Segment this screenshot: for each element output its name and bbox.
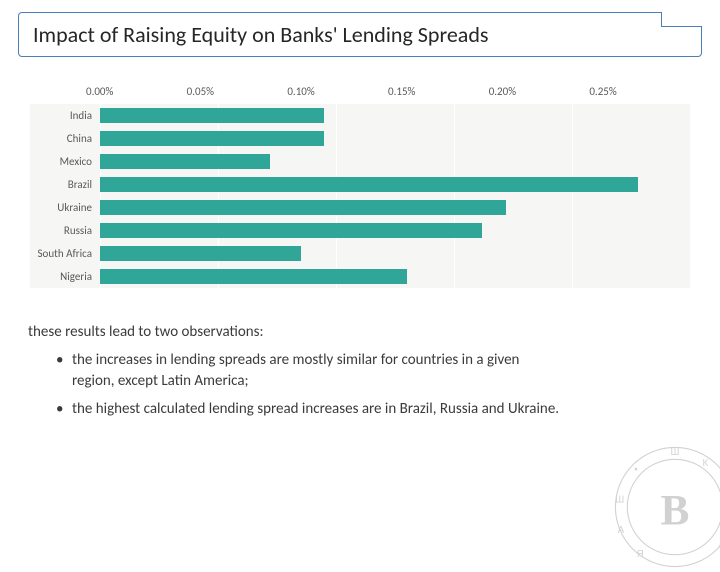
bar-track	[100, 177, 690, 192]
x-axis: 0.00%0.05%0.10%0.15%0.20%0.25%	[100, 85, 690, 98]
list-item: the highest calculated lending spread in…	[56, 399, 560, 419]
svg-text:B: B	[661, 486, 690, 534]
observations-lead: these results lead to two observations:	[28, 322, 560, 342]
x-tick: 0.10%	[287, 85, 388, 98]
bar-track	[100, 223, 690, 238]
svg-text:К: К	[702, 458, 708, 469]
svg-text:Я: Я	[637, 549, 644, 560]
x-tick: 0.00%	[86, 85, 187, 98]
bar	[100, 177, 638, 192]
bar-row: Mexico	[30, 150, 690, 173]
svg-text:•: •	[634, 464, 638, 475]
bar-track	[100, 154, 690, 169]
bar-label: China	[30, 132, 100, 145]
bar-track	[100, 108, 690, 123]
bar-row: Ukraine	[30, 196, 690, 219]
list-item: the increases in lending spreads are mos…	[56, 350, 560, 391]
bar-track	[100, 131, 690, 146]
bar-row: Nigeria	[30, 265, 690, 288]
bar-label: Mexico	[30, 155, 100, 168]
institution-logo: B Ш К О Л А • Ш А Я	[610, 442, 720, 572]
bar	[100, 223, 482, 238]
svg-text:А: А	[618, 525, 625, 536]
bar	[100, 269, 407, 284]
page-title: Impact of Raising Equity on Banks' Lendi…	[33, 21, 687, 48]
bar-track	[100, 269, 690, 284]
title-container: Impact of Raising Equity on Banks' Lendi…	[18, 12, 702, 57]
bar-label: Russia	[30, 224, 100, 237]
bar	[100, 200, 506, 215]
x-tick: 0.05%	[187, 85, 288, 98]
bar-label: South Africa	[30, 247, 100, 260]
svg-text:Ш: Ш	[615, 495, 624, 506]
bar	[100, 108, 324, 123]
bar-row: Brazil	[30, 173, 690, 196]
bar	[100, 246, 301, 261]
bar	[100, 154, 270, 169]
observations-list: the increases in lending spreads are mos…	[28, 350, 560, 419]
bar-label: India	[30, 109, 100, 122]
bar-label: Nigeria	[30, 270, 100, 283]
bar	[100, 131, 324, 146]
x-tick: 0.20%	[489, 85, 590, 98]
bar-row: Russia	[30, 219, 690, 242]
x-tick: 0.25%	[589, 85, 690, 98]
bar-row: South Africa	[30, 242, 690, 265]
bar-row: China	[30, 127, 690, 150]
bar-label: Brazil	[30, 178, 100, 191]
chart: 0.00%0.05%0.10%0.15%0.20%0.25% India Chin…	[30, 85, 690, 288]
bar-label: Ukraine	[30, 201, 100, 214]
svg-text:Ш: Ш	[671, 447, 680, 458]
bar-track	[100, 246, 690, 261]
plot-area: India China Mexico Brazil Ukraine Russia South…	[30, 104, 690, 288]
bar-row: India	[30, 104, 690, 127]
bar-track	[100, 200, 690, 215]
x-tick: 0.15%	[388, 85, 489, 98]
observations: these results lead to two observations: …	[28, 322, 560, 419]
